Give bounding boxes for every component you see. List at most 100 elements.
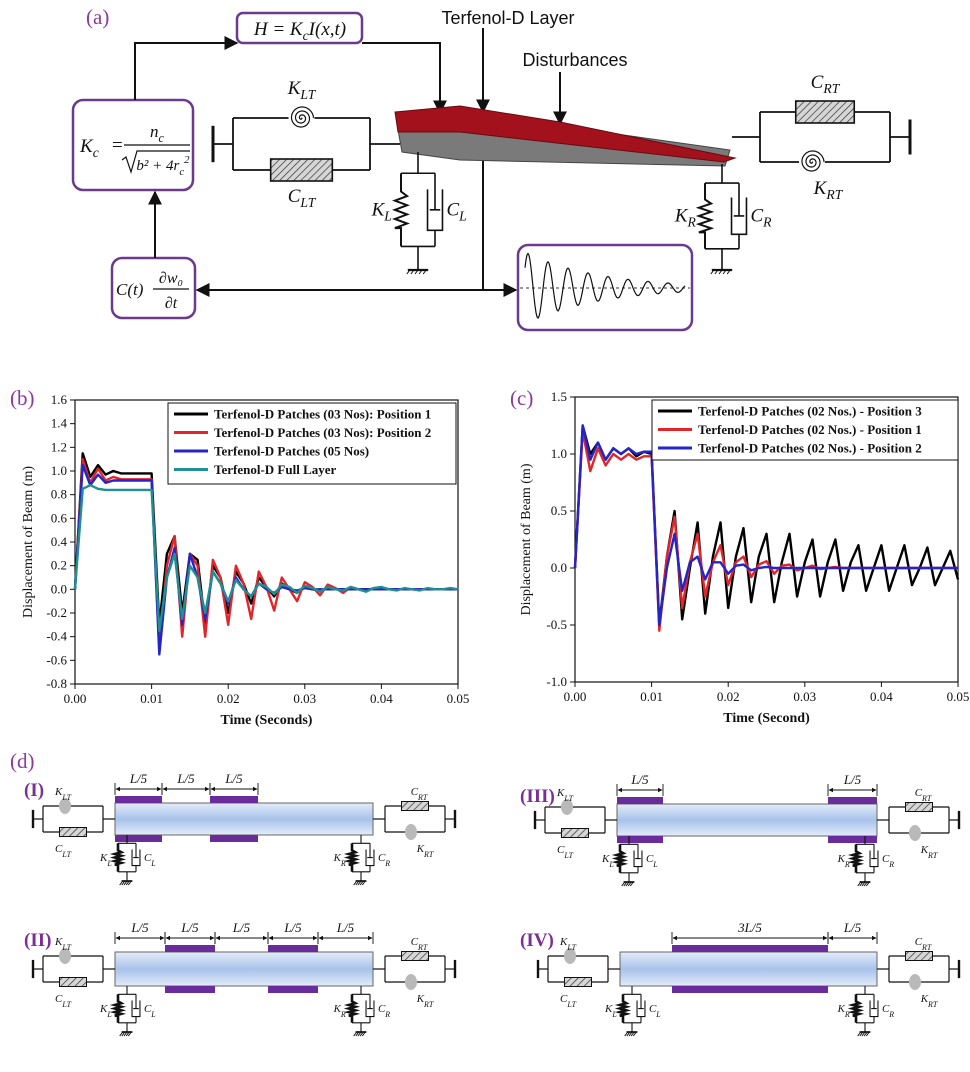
component-label-part: L [383,209,392,224]
component-label: KRT [920,844,938,860]
dimension-label: L/5 [180,920,199,935]
component-label: CRT [915,936,932,952]
config-label: (II) [24,930,51,951]
damper [796,101,855,123]
component-label-part: R [340,859,346,868]
patch [268,945,318,952]
legend-label: Terfenol-D Patches (02 Nos.) - Position … [698,404,922,419]
patch [210,835,258,842]
formula-part: c [159,131,165,145]
component-label: KRT [920,993,938,1009]
series-line [75,459,458,648]
component-label: CL [649,1003,661,1019]
y-tick-label: 0.5 [551,503,567,518]
y-tick-label: 0.6 [51,510,68,525]
formula: H = KcI(x,t) [253,19,346,43]
damper [60,828,87,837]
x-tick-label: 0.02 [717,689,740,704]
component-label: CR [882,1003,894,1019]
legend-label: Terfenol-D Patches (05 Nos) [214,444,369,459]
legend-label: Terfenol-D Patches (03 Nos): Position 2 [214,425,431,440]
component-label: KL [99,1003,112,1019]
component-label: KL [604,1003,617,1019]
patch [115,835,162,842]
x-axis-label: Time (Second) [723,711,810,726]
component-label-part: LT [299,195,316,210]
spring [620,994,626,1023]
patch [828,797,877,804]
y-tick-label: 1.0 [51,463,67,478]
y-tick-label: 1.0 [551,446,567,461]
x-axis-label: Time (Seconds) [221,713,313,728]
dimension-label: L/5 [232,920,251,935]
y-tick-label: 0.4 [51,534,68,549]
component-label-part: R [384,859,390,868]
config-label: (III) [520,786,555,807]
dimension-label: 3L/5 [737,920,762,935]
y-tick-label: -0.2 [46,605,67,620]
spring [617,844,623,873]
component-label: CLT [55,843,72,859]
component-label-part: L [150,859,156,868]
component-label-part: LT [61,943,71,952]
component-label-part: LT [566,1000,576,1009]
damper [906,803,933,812]
formula-part: I(x,t) [308,19,346,40]
component-label: KR [837,853,850,869]
component-label: CLT [288,186,317,210]
config-label: (IV) [520,930,554,951]
component-label: KR [837,1003,850,1019]
component-label: KRT [416,993,434,1009]
formula-part: 2 [184,154,190,166]
beam [620,952,877,986]
component-label: KR [674,206,697,230]
component-label-part: RT [921,794,932,803]
y-tick-label: 0.0 [51,581,67,596]
annotation: Terfenol-D Layer [441,8,574,28]
component-label-part: LT [566,943,576,952]
x-tick-label: 0.00 [564,689,587,704]
figure: (a) H = KcI(x,t)Kc=ncb² + 4rc2C(t)∂w₀∂tT… [0,0,970,1072]
component-label-part: RT [927,851,938,860]
panel-label: (d) [10,749,35,773]
component-label-part: L [458,209,467,224]
component-label: KRT [416,843,434,859]
component-label: KL [99,852,112,868]
y-tick-label: 0.8 [51,487,67,502]
component-label: KLT [54,786,72,802]
component-label-part: R [384,1010,390,1019]
y-tick-label: 1.2 [51,439,67,454]
spring [699,183,711,249]
formula: ∂w₀ [159,270,183,287]
component-label-part: R [340,1010,346,1019]
damper [870,994,878,1023]
damper [132,994,140,1023]
formula: = [112,135,123,156]
formula-part: n [150,122,159,141]
component-label-part: RT [927,1000,938,1009]
y-tick-label: 1.4 [51,416,68,431]
arrow [135,43,237,100]
component-label: CL [446,200,466,224]
y-axis-label: Displacement of Beam (m) [519,463,534,615]
component-label: CRT [411,786,428,802]
component-label-part: LT [61,1000,71,1009]
formula: ∂t [165,295,178,312]
patch [672,986,828,993]
y-tick-label: -0.8 [46,676,67,691]
component-label: KR [333,852,346,868]
component-label-part: RT [417,793,428,802]
torsion-spring [909,825,921,841]
component-label: CRT [411,936,428,952]
damper [906,952,933,961]
component-label-part: RT [921,943,932,952]
component-label: KL [371,200,392,224]
patch [268,986,318,993]
component-label: KLT [54,936,72,952]
component-label: KLT [287,78,317,102]
component-label: KLT [556,787,574,803]
formula-part: c [179,166,184,178]
damper [562,829,589,838]
component-label-part: R [762,215,772,230]
dimension-label: L/5 [129,771,148,786]
